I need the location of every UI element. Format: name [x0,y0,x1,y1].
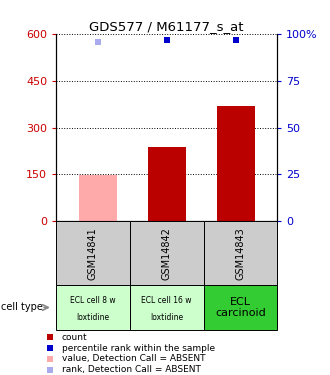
Text: ECL cell 8 w: ECL cell 8 w [70,296,116,305]
Bar [130,221,204,285]
Point [164,37,169,43]
Text: GSM14843: GSM14843 [235,227,245,279]
Point [48,334,53,340]
Bar [56,221,130,285]
Text: GSM14841: GSM14841 [88,227,98,279]
Point [233,37,238,43]
Text: rank, Detection Call = ABSENT: rank, Detection Call = ABSENT [62,365,200,374]
Bar [204,285,277,330]
Bar [148,147,186,221]
Text: percentile rank within the sample: percentile rank within the sample [62,344,215,352]
Point [95,39,100,45]
Point [48,356,53,362]
Text: ECL cell 16 w: ECL cell 16 w [141,296,192,305]
Bar [130,285,204,330]
Bar [217,106,255,221]
Text: cell type: cell type [1,303,43,312]
Text: loxtidine: loxtidine [150,313,183,322]
Text: GSM14842: GSM14842 [162,226,172,280]
Point [48,345,53,351]
Title: GDS577 / M61177_s_at: GDS577 / M61177_s_at [89,20,244,33]
Bar [79,175,116,221]
Bar [204,221,277,285]
Text: ECL
carcinoid: ECL carcinoid [215,297,266,318]
Point [48,367,53,373]
Bar [56,285,130,330]
Text: value, Detection Call = ABSENT: value, Detection Call = ABSENT [62,354,205,363]
Text: count: count [62,333,87,342]
Text: loxtidine: loxtidine [76,313,110,322]
